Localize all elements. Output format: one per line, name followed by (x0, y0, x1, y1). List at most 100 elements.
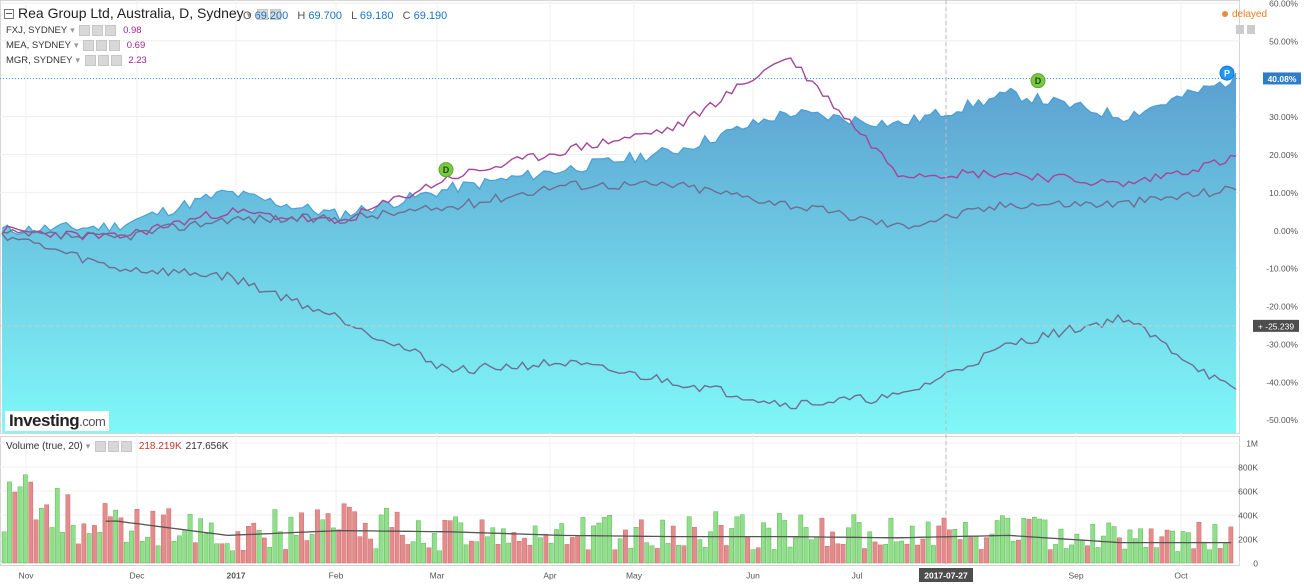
series-line-rea[interactable] (1, 72, 1237, 236)
volume-bar (947, 529, 952, 564)
volume-bar (617, 538, 623, 564)
time-tick-label: Dec (129, 571, 145, 581)
volume-bar (198, 518, 204, 564)
volume-bar (283, 549, 288, 564)
symbol-title[interactable]: Rea Group Ltd, Australia, D, Sydney (18, 5, 244, 21)
volume-bar (479, 519, 485, 564)
series-line-mgr[interactable] (1, 232, 1237, 410)
chevron-down-icon[interactable]: ▾ (73, 40, 79, 51)
series-line-mea[interactable] (1, 180, 1237, 241)
volume-bar (49, 527, 55, 564)
volume-bar (405, 544, 411, 564)
time-tick-label: 2017 (227, 571, 246, 581)
compare-name[interactable]: FXJ, SYDNEY (6, 25, 68, 37)
info-icon[interactable] (1236, 25, 1244, 34)
volume-bar (1180, 531, 1186, 564)
volume-bar (12, 491, 18, 564)
volume-bar (1217, 548, 1223, 564)
price-tick-label: 0.00% (1274, 226, 1299, 236)
compare-row-mea[interactable]: MEA, SYDNEY ▾ 0.69 (6, 40, 145, 51)
compare-row-mgr[interactable]: MGR, SYDNEY ▾ 2.23 (6, 55, 147, 66)
volume-bar (1021, 518, 1027, 564)
event-marker[interactable] (438, 162, 454, 178)
volume-bar (97, 532, 103, 564)
volume-bar (1079, 540, 1085, 564)
volume-bar (447, 520, 453, 564)
volume-bar (872, 541, 878, 564)
volume-bar (957, 539, 963, 564)
settings-icon[interactable] (92, 25, 104, 36)
settings-icon[interactable] (96, 40, 108, 51)
time-tick-label: Jun (746, 571, 760, 581)
series-line-fxj[interactable] (1, 57, 1237, 241)
volume-bar (1000, 515, 1005, 564)
volume-bar (1148, 528, 1154, 564)
eye-icon[interactable] (79, 25, 91, 36)
volume-bar (362, 523, 368, 564)
volume-bar (1090, 524, 1096, 564)
volume-bar (1069, 544, 1074, 564)
volume-bar (766, 527, 772, 564)
close-icon[interactable] (105, 25, 117, 36)
chevron-down-icon[interactable]: ▾ (70, 25, 75, 36)
current-price-box (1263, 72, 1301, 85)
volume-bar (835, 543, 841, 564)
volume-bar (564, 544, 570, 564)
volume-bar (1042, 519, 1048, 564)
eye-icon[interactable] (83, 40, 95, 51)
volume-bar (155, 545, 161, 564)
volume-bar (660, 519, 666, 564)
volume-bar (761, 522, 766, 564)
delayed-badge: delayed (1222, 9, 1267, 20)
delayed-label: delayed (1232, 9, 1268, 20)
settings-icon[interactable] (108, 441, 120, 452)
settings-icon[interactable] (97, 55, 109, 66)
volume-ma-line (105, 520, 1232, 544)
volume-bar (389, 527, 395, 564)
compare-row-fxj[interactable]: FXJ, SYDNEY ▾ 0.98 (6, 25, 142, 36)
chevron-down-icon[interactable]: ▾ (85, 441, 91, 452)
volume-bar (522, 537, 527, 564)
close-icon[interactable] (110, 55, 122, 66)
collapse-icon[interactable] (4, 9, 14, 20)
volume-bar (161, 514, 166, 564)
volume-bar (251, 522, 257, 564)
volume-bar (469, 540, 474, 564)
info-icon[interactable] (1247, 25, 1255, 34)
volume-bar (580, 517, 586, 564)
volume-bar (846, 527, 851, 564)
price-tick-label: -20.00% (1266, 302, 1298, 312)
volume-bar (1132, 538, 1138, 564)
volume-bar (718, 525, 724, 564)
volume-bar (1223, 543, 1228, 564)
volume-bar (814, 536, 820, 564)
volume-bar (633, 527, 639, 564)
volume-label[interactable]: Volume (true, 20) (6, 441, 83, 453)
volume-bar (463, 544, 469, 564)
event-marker[interactable] (1030, 73, 1046, 89)
time-tick-label: Oct (1174, 571, 1188, 581)
event-marker-label: D (443, 165, 450, 175)
close-icon[interactable] (121, 441, 133, 452)
volume-bar (1127, 529, 1133, 564)
ohlc-high-key: H (297, 10, 306, 22)
ohlc-low: 69.180 (359, 10, 394, 22)
crosshair-price-box (1253, 319, 1299, 332)
compare-name[interactable]: MEA, SYDNEY (6, 40, 71, 52)
volume-bar (755, 547, 761, 564)
volume-bar (262, 537, 267, 564)
settings-icon[interactable] (257, 8, 269, 20)
compare-name[interactable]: MGR, SYDNEY (6, 55, 73, 67)
close-icon[interactable] (270, 8, 282, 20)
crosshair-price-label: + -25.239 (1258, 321, 1294, 331)
eye-icon[interactable] (84, 55, 96, 66)
event-marker[interactable] (1219, 65, 1235, 81)
volume-bar (219, 543, 225, 564)
ohlc-high: 69.700 (308, 10, 343, 22)
eye-icon[interactable] (95, 441, 107, 452)
chevron-down-icon[interactable]: ▾ (75, 55, 81, 66)
volume-bar (952, 529, 958, 564)
chevron-down-icon[interactable]: ▾ (246, 10, 252, 20)
close-icon[interactable] (109, 40, 121, 51)
